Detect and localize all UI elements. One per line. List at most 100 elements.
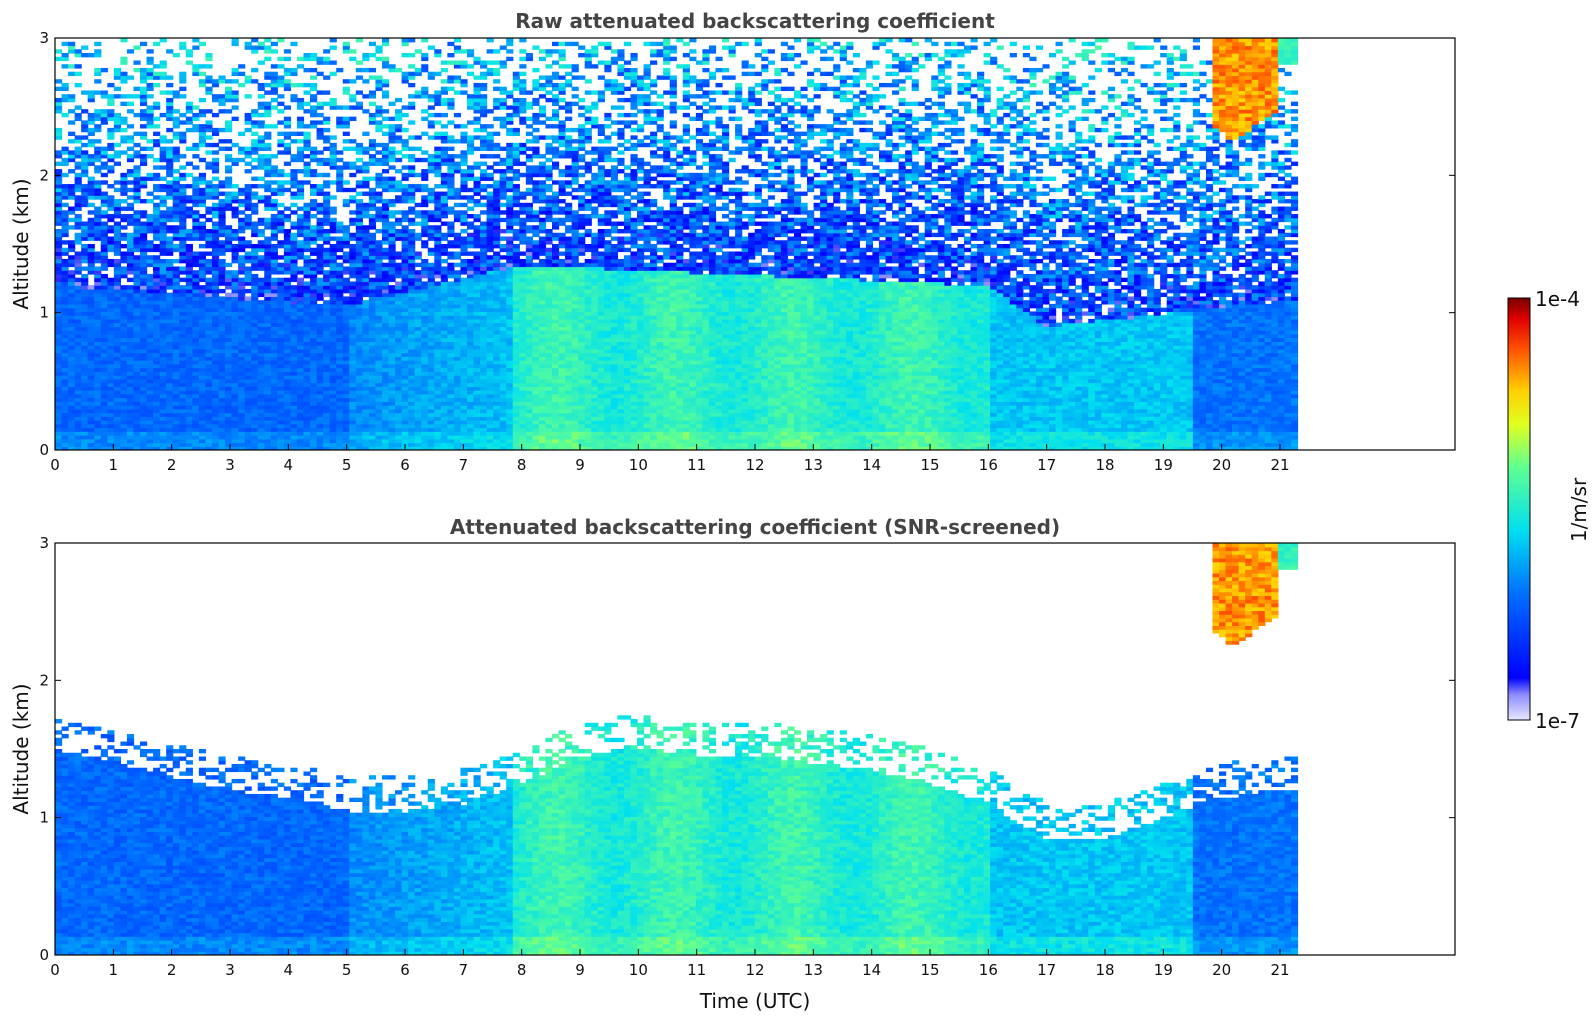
heatmap-cell [153,360,161,365]
heatmap-cell [179,303,187,309]
heatmap-cell [277,210,285,215]
heatmap-cell [185,214,193,219]
heatmap-cell [74,423,82,429]
heatmap-cell [68,337,76,342]
heatmap-cell [323,270,331,275]
heatmap-cell [264,348,272,354]
heatmap-cell [395,221,403,226]
heatmap-cell [146,217,154,223]
heatmap-cell [192,420,200,425]
heatmap-cell [414,386,422,391]
heatmap-cell [166,348,174,354]
heatmap-cell [231,71,239,77]
heatmap-cell [434,49,442,54]
heatmap-cell [68,416,76,421]
heatmap-cell [264,311,272,316]
heatmap-cell [434,206,442,211]
heatmap-cell [153,206,161,211]
heatmap-cell [434,367,442,372]
heatmap-cell [368,341,377,346]
heatmap-cell [303,393,311,399]
heatmap-cell [401,79,409,84]
heatmap-cell [238,367,246,372]
heatmap-cell [414,307,422,313]
heatmap-cell [126,326,135,331]
heatmap-cell [166,172,174,178]
heatmap-cell [414,288,422,294]
heatmap-cell [323,277,331,283]
heatmap-cell [146,386,154,391]
heatmap-cell [198,442,207,447]
heatmap-cell [159,184,167,189]
heatmap-cell [277,244,285,249]
heatmap-cell [198,187,207,193]
heatmap-cell [388,393,396,399]
heatmap-cell [192,307,200,313]
heatmap-cell [74,382,82,387]
heatmap-cell [153,315,161,320]
heatmap-cell [316,367,324,372]
heatmap-cell [453,427,462,432]
heatmap-cell [349,363,357,369]
heatmap-cell [290,307,298,313]
heatmap-cell [323,420,331,425]
heatmap-cell [447,180,455,185]
heatmap-cell [218,101,226,107]
heatmap-cell [270,412,278,417]
heatmap-cell [310,285,318,290]
heatmap-cell [225,345,233,350]
heatmap-cell [146,71,154,77]
heatmap-cell [381,60,390,65]
heatmap-cell [401,378,409,384]
heatmap-cell [146,303,154,309]
heatmap-cell [290,330,298,335]
heatmap-cell [120,292,128,298]
heatmap-cell [100,408,108,414]
heatmap-cell [205,251,213,256]
heatmap-cell [211,360,220,365]
heatmap-cell [395,180,403,185]
heatmap-cell [316,341,324,346]
heatmap-cell [225,154,233,159]
heatmap-cell [381,82,390,88]
heatmap-cell [401,386,409,391]
heatmap-cell [133,393,141,399]
heatmap-cell [427,112,435,118]
heatmap-cell [198,371,207,376]
heatmap-cell [211,255,220,260]
heatmap-cell [310,352,318,357]
heatmap-cell [401,191,409,196]
heatmap-cell [421,423,429,429]
heatmap-cell [113,273,121,279]
heatmap-cell [218,378,226,384]
heatmap-cell [55,150,63,155]
heatmap-cell [447,187,455,193]
heatmap-cell [349,221,357,226]
heatmap-cell [296,191,305,196]
heatmap-cell [61,435,69,440]
heatmap-cell [218,427,226,432]
heatmap-cell [231,206,239,211]
heatmap-cell [368,405,377,410]
heatmap-cell [408,258,416,264]
heatmap-cell [336,360,344,365]
heatmap-cell [440,408,448,414]
heatmap-cell [414,232,422,238]
heatmap-cell [74,333,82,339]
heatmap-cell [146,378,154,384]
heatmap-cell [113,446,121,450]
heatmap-cell [81,229,89,234]
heatmap-cell [74,154,82,159]
heatmap-cell [244,367,252,372]
heatmap-cell [375,270,383,275]
heatmap-cell [140,431,148,436]
heatmap-cell [290,405,298,410]
heatmap-cell [414,303,422,309]
heatmap-cell [316,258,324,264]
heatmap-cell [198,157,207,163]
heatmap-cell [257,352,265,357]
heatmap-cell [238,363,246,369]
heatmap-cell [179,285,187,290]
heatmap-cell [355,446,363,450]
heatmap-cell [381,337,390,342]
